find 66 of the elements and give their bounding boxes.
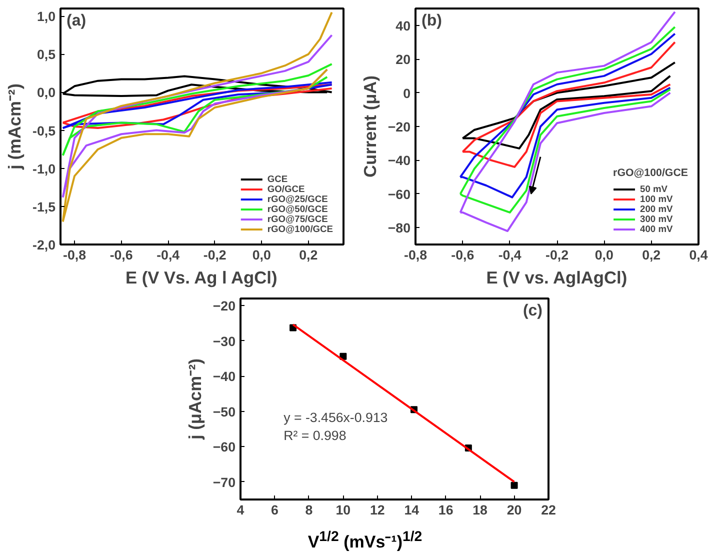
legend-label: GO/GCE [267,184,305,194]
x-tick-label: 0,2 [642,248,661,262]
y-tick-label: -0,5 [32,123,56,138]
x-tick-label: 18 [472,502,488,518]
x-tick-label: 6 [271,502,278,518]
x-axis-title: V$^{1/2}$ (mVs⁻¹)$^{1/2}$ [306,529,424,552]
x-tick-label: 22 [541,502,556,518]
annotation: (c) [522,302,543,320]
x-tick-label: -0,6 [110,248,133,262]
legend-label: rGO@50/GCE [267,204,328,214]
x-tick-label: -0,8 [404,248,427,262]
y-tick-label: −80 [388,220,410,236]
x-tick-label: 10 [336,502,351,518]
x-tick-label: 0,4 [689,248,708,262]
y-tick-label: 40 [396,18,411,34]
x-tick-label: 4 [236,502,245,518]
x-tick-label: 8 [305,502,313,518]
legend-label: rGO@100/GCE [267,224,333,234]
legend-label: 300 mV [640,214,673,224]
y-tick-label: -1,0 [32,161,56,176]
y-tick-label: −40 [212,369,236,384]
x-tick-label: 20 [506,502,522,518]
x-tick-label: 0,2 [299,248,318,262]
legend-label: 200 mV [640,204,673,214]
x-tick-label: -0,4 [498,248,522,262]
x-tick-label: 14 [404,502,420,518]
y-tick-label: −60 [388,186,410,202]
legend-title: rGO@100/GCE [613,167,688,179]
x-tick-label: -0,8 [63,248,86,262]
y-tick-label: 20 [396,52,411,68]
y-tick-label: −50 [212,404,236,420]
legend-label: 50 mV [640,184,668,194]
y-tick-label: -2,0 [32,238,56,252]
x-tick-label: -0,6 [451,248,474,262]
y-tick-label: −30 [212,334,236,349]
annotation: R² = 0.998 [284,428,346,444]
x-tick-label: -0,2 [203,248,226,262]
x-axis-title: E (V vs. AglAgCl) [486,268,628,288]
annotation: y = -3.456x-0.913 [284,410,388,426]
x-axis-title: E (V Vs. Ag l AgCl) [125,268,278,288]
annotation: (b) [422,12,442,30]
y-tick-label: −70 [212,474,236,490]
legend-label: 400 mV [640,224,673,234]
annotation: (a) [66,12,86,30]
x-tick-label: -0,4 [156,248,180,262]
y-axis-title: Current (μA) [360,75,380,178]
y-tick-label: 1,0 [36,9,56,24]
y-tick-label: 0 [403,86,411,101]
y-tick-label: -1,5 [32,199,56,214]
y-tick-label: −40 [388,153,410,168]
y-tick-label: −60 [212,440,236,455]
y-tick-label: 0,5 [36,47,56,62]
y-axis-title: j (μAcm⁻²) [184,358,205,441]
x-tick-label: -0,2 [546,248,568,262]
legend-label: rGO@75/GCE [267,214,328,224]
x-tick-label: 12 [370,502,385,518]
y-axis-title: j (mAcm⁻²) [4,84,25,170]
x-tick-label: 16 [438,502,454,518]
legend-label: rGO@25/GCE [267,194,328,204]
x-tick-label: 0,0 [252,248,271,262]
y-tick-label: 0,0 [36,85,56,100]
x-tick-label: 0,0 [594,248,614,262]
legend-label: 100 mV [640,194,673,204]
y-tick-label: −20 [212,298,236,314]
legend-label: GCE [267,174,288,184]
y-tick-label: −20 [388,120,410,134]
